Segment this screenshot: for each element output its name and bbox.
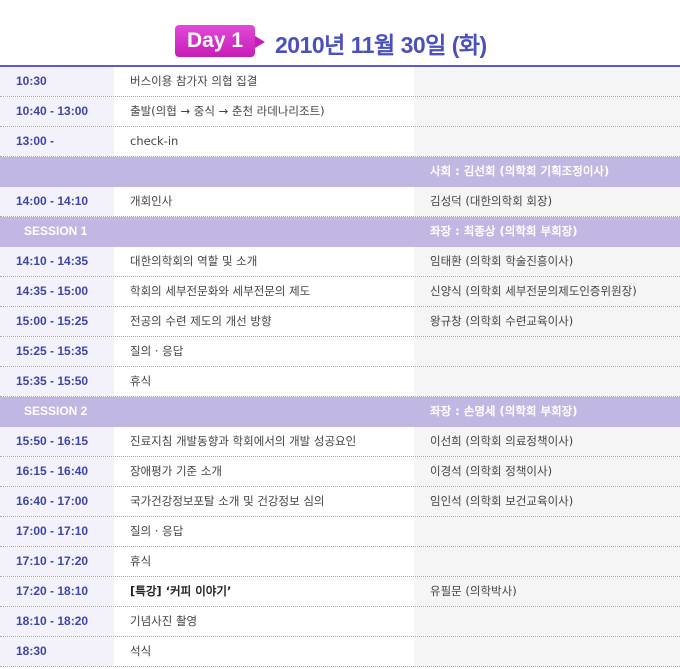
speaker-cell: 이선희 (의학회 의료정책이사): [414, 427, 680, 456]
schedule-row: 16:15 - 16:40 장애평가 기준 소개 이경석 (의학회 정책이사): [0, 457, 680, 487]
topic-cell: 질의 · 응답: [114, 337, 414, 366]
time-cell: 13:00 -: [0, 127, 114, 156]
time-cell: 17:10 - 17:20: [0, 547, 114, 576]
topic-cell: 장애평가 기준 소개: [114, 457, 414, 486]
topic-cell: 출발(의협 → 중식 → 춘천 라데나리조트): [114, 97, 414, 126]
topic-cell: 국가건강정보포탈 소개 및 건강정보 심의: [114, 487, 414, 516]
speaker-cell: 좌장 : 최종상 (의학회 부회장): [430, 224, 578, 238]
time-cell: 14:10 - 14:35: [0, 247, 114, 276]
schedule-row: 17:00 - 17:10 질의 · 응답: [0, 517, 680, 547]
section-header-row: 사회 : 김선회 (의학회 기획조정이사): [0, 157, 680, 187]
schedule-row: 17:10 - 17:20 휴식: [0, 547, 680, 577]
speaker-cell: 김성덕 (대한의학회 회장): [414, 187, 680, 216]
topic-cell: check-in: [114, 127, 414, 156]
schedule-row: 15:35 - 15:50 휴식: [0, 367, 680, 397]
time-cell: [0, 157, 114, 187]
schedule-table: 10:30 버스이용 참가자 의협 집결 10:40 - 13:00 출발(의협 → …: [0, 67, 680, 667]
schedule-row: 13:00 - check-in: [0, 127, 680, 157]
schedule-row: 15:25 - 15:35 질의 · 응답: [0, 337, 680, 367]
time-cell: 17:00 - 17:10: [0, 517, 114, 546]
schedule-row: 14:35 - 15:00 학회의 세부전문화와 세부전문의 제도 신양식 (의학회…: [0, 277, 680, 307]
time-cell: 18:30: [0, 637, 114, 666]
speaker-cell: [414, 607, 680, 636]
schedule-row: 16:40 - 17:00 국가건강정보포탈 소개 및 건강정보 심의 임인석 (의…: [0, 487, 680, 517]
time-cell: 15:25 - 15:35: [0, 337, 114, 366]
topic-cell: 기념사진 촬영: [114, 607, 414, 636]
schedule-row: 10:30 버스이용 참가자 의협 집결: [0, 67, 680, 97]
time-cell: 14:00 - 14:10: [0, 187, 114, 216]
topic-cell: 진료지침 개발동향과 학회에서의 개발 성공요인: [114, 427, 414, 456]
time-cell: 16:15 - 16:40: [0, 457, 114, 486]
topic-cell: [114, 397, 414, 427]
speaker-cell: [414, 127, 680, 156]
schedule-row: 10:40 - 13:00 출발(의협 → 중식 → 춘천 라데나리조트): [0, 97, 680, 127]
topic-cell: [114, 157, 414, 187]
schedule-row: 15:00 - 15:25 전공의 수련 제도의 개선 방향 왕규창 (의학회 수련…: [0, 307, 680, 337]
day-date: 2010년 11월 30일 (화): [275, 32, 487, 58]
time-cell: 15:50 - 16:15: [0, 427, 114, 456]
speaker-cell: 유필문 (의학박사): [414, 577, 680, 606]
speaker-cell: [414, 67, 680, 96]
schedule-row: 18:10 - 18:20 기념사진 촬영: [0, 607, 680, 637]
topic-cell: 휴식: [114, 547, 414, 576]
topic-cell: 버스이용 참가자 의협 집결: [114, 67, 414, 96]
schedule-row: 14:10 - 14:35 대한의학회의 역할 및 소개 임태환 (의학회 학술진흥…: [0, 247, 680, 277]
time-cell: 15:35 - 15:50: [0, 367, 114, 396]
speaker-cell: 사회 : 김선회 (의학회 기획조정이사): [430, 164, 610, 178]
time-cell: 17:20 - 18:10: [0, 577, 114, 606]
badge-arrow-icon: [255, 36, 265, 48]
topic-cell: 학회의 세부전문화와 세부전문의 제도: [114, 277, 414, 306]
topic-cell: [특강] ‘커피 이야기’: [114, 577, 414, 606]
section-header-row: SESSION 1 좌장 : 최종상 (의학회 부회장): [0, 217, 680, 247]
speaker-cell: [414, 97, 680, 126]
speaker-cell: [414, 367, 680, 396]
speaker-cell: [414, 547, 680, 576]
speaker-cell: 신양식 (의학회 세부전문의제도인증위원장): [414, 277, 680, 306]
schedule-row: 17:20 - 18:10 [특강] ‘커피 이야기’ 유필문 (의학박사): [0, 577, 680, 607]
time-cell: SESSION 1: [24, 224, 88, 238]
day-badge: Day 1: [175, 25, 255, 57]
topic-cell: 석식: [114, 637, 414, 666]
time-cell: 14:35 - 15:00: [0, 277, 114, 306]
time-cell: 16:40 - 17:00: [0, 487, 114, 516]
topic-cell: 개회인사: [114, 187, 414, 216]
speaker-cell: [414, 337, 680, 366]
topic-cell: 전공의 수련 제도의 개선 방향: [114, 307, 414, 336]
speaker-cell: 이경석 (의학회 정책이사): [414, 457, 680, 486]
speaker-cell: 왕규창 (의학회 수련교육이사): [414, 307, 680, 336]
time-cell: SESSION 2: [24, 404, 88, 418]
speaker-cell: 좌장 : 손명세 (의학회 부회장): [430, 404, 578, 418]
topic-cell: [114, 217, 414, 247]
speaker-cell: 임인석 (의학회 보건교육이사): [414, 487, 680, 516]
schedule-row: 15:50 - 16:15 진료지침 개발동향과 학회에서의 개발 성공요인 이선희…: [0, 427, 680, 457]
speaker-cell: [414, 517, 680, 546]
section-header-row: SESSION 2 좌장 : 손명세 (의학회 부회장): [0, 397, 680, 427]
speaker-cell: 임태환 (의학회 학술진흥이사): [414, 247, 680, 276]
topic-cell: 휴식: [114, 367, 414, 396]
day-header: Day 1 2010년 11월 30일 (화): [0, 0, 680, 67]
time-cell: 18:10 - 18:20: [0, 607, 114, 636]
speaker-cell: [414, 637, 680, 666]
time-cell: 15:00 - 15:25: [0, 307, 114, 336]
topic-cell: 질의 · 응답: [114, 517, 414, 546]
time-cell: 10:30: [0, 67, 114, 96]
schedule-row: 14:00 - 14:10 개회인사 김성덕 (대한의학회 회장): [0, 187, 680, 217]
schedule-row: 18:30 석식: [0, 637, 680, 667]
topic-cell: 대한의학회의 역할 및 소개: [114, 247, 414, 276]
time-cell: 10:40 - 13:00: [0, 97, 114, 126]
